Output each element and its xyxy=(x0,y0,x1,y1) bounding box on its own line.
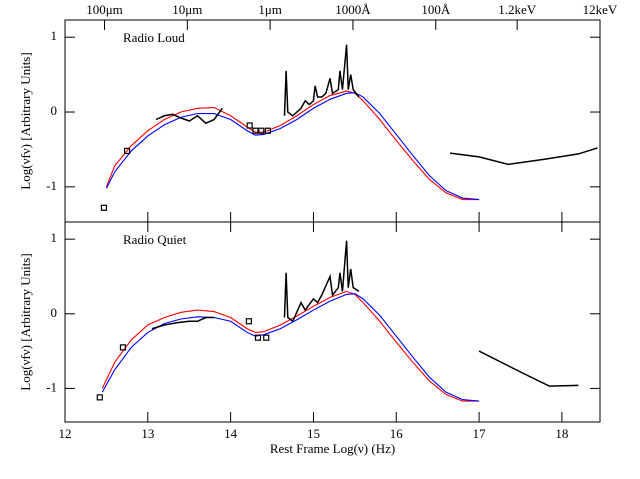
data-line xyxy=(105,92,480,201)
data-marker xyxy=(100,204,108,211)
x2-tick-label: 100Å xyxy=(421,2,451,17)
y-tick-label: -1 xyxy=(46,379,57,394)
data-line xyxy=(155,44,360,125)
x2-tick-label: 10μm xyxy=(172,2,202,17)
data-marker xyxy=(252,127,259,134)
data-marker xyxy=(264,127,272,134)
y-tick-label: 1 xyxy=(51,230,58,245)
plot-frame xyxy=(64,221,601,423)
data-marker xyxy=(124,147,131,155)
data-line xyxy=(101,290,480,402)
y-tick-label: 1 xyxy=(51,28,58,43)
x-tick-label: 17 xyxy=(473,426,487,441)
data-marker xyxy=(119,344,127,351)
x-tick-label: 18 xyxy=(555,426,568,441)
data-marker xyxy=(258,127,265,134)
data-line xyxy=(450,147,598,166)
x-axis-label: Rest Frame Log(ν) (Hz) xyxy=(270,441,395,456)
x-tick-label: 14 xyxy=(224,426,238,441)
data-line xyxy=(105,90,480,201)
data-marker xyxy=(254,334,262,341)
y-tick-label: 0 xyxy=(51,305,58,320)
data-marker xyxy=(245,318,252,325)
plot-frame xyxy=(64,19,601,223)
y-tick-label: -1 xyxy=(46,178,57,193)
panel-title: Radio Loud xyxy=(123,30,185,45)
x2-tick-label: 12keV xyxy=(583,2,618,17)
data-line xyxy=(478,350,579,387)
x-tick-label: 15 xyxy=(307,426,320,441)
x-tick-label: 12 xyxy=(59,426,72,441)
x-tick-label: 13 xyxy=(141,426,154,441)
x2-tick-label: 1.2keV xyxy=(498,2,537,17)
x2-tick-label: 1000Å xyxy=(335,2,371,17)
y-tick-label: 0 xyxy=(51,103,58,118)
data-marker xyxy=(246,122,253,129)
panel-title: Radio Quiet xyxy=(123,232,187,247)
data-line xyxy=(101,293,480,402)
x2-tick-label: 100μm xyxy=(86,2,123,17)
x-tick-label: 16 xyxy=(390,426,404,441)
x2-tick-label: 1μm xyxy=(258,2,282,17)
data-line xyxy=(151,240,360,330)
data-marker xyxy=(263,334,270,341)
y-axis-label: Log(νfν) [Arbitrary Units] xyxy=(18,253,33,390)
data-marker xyxy=(96,394,103,401)
y-axis-label: Log(νfν) [Arbitrary Units] xyxy=(18,52,33,189)
